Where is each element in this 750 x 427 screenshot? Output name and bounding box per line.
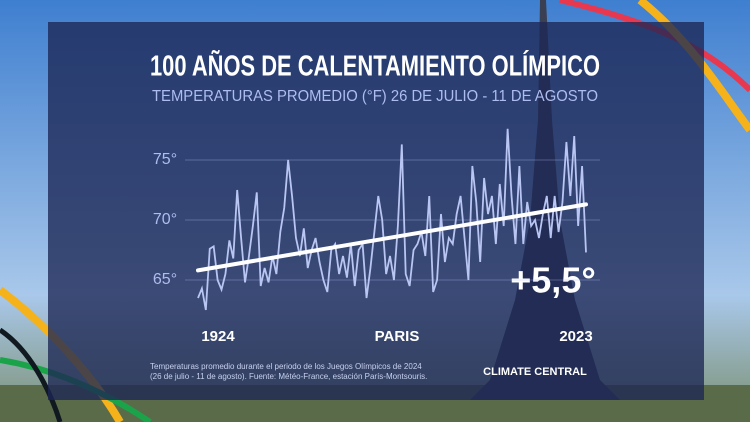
source: (26 de julio - 11 de agosto). Fuente: Mé… xyxy=(150,372,427,381)
annotation: +5,5° xyxy=(510,260,595,301)
data-line xyxy=(197,128,587,311)
chart-subtitle: TEMPERATURAS PROMEDIO (°F) 26 DE JULIO -… xyxy=(152,88,598,105)
brand: CLIMATE CENTRAL xyxy=(483,366,587,378)
x-tick-label: 2023 xyxy=(559,328,592,345)
trend-line xyxy=(196,202,588,273)
location: PARIS xyxy=(375,328,420,345)
x-tick-label: 1924 xyxy=(201,328,235,345)
source: Temperaturas promedio durante el periodo… xyxy=(150,362,422,371)
ribbon xyxy=(0,327,63,423)
y-tick-label: 75° xyxy=(153,151,177,168)
y-tick-label: 70° xyxy=(153,211,177,228)
y-tick-label: 65° xyxy=(153,271,177,288)
chart-title: 100 AÑOS DE CALENTAMIENTO OLÍMPICO xyxy=(150,49,600,83)
